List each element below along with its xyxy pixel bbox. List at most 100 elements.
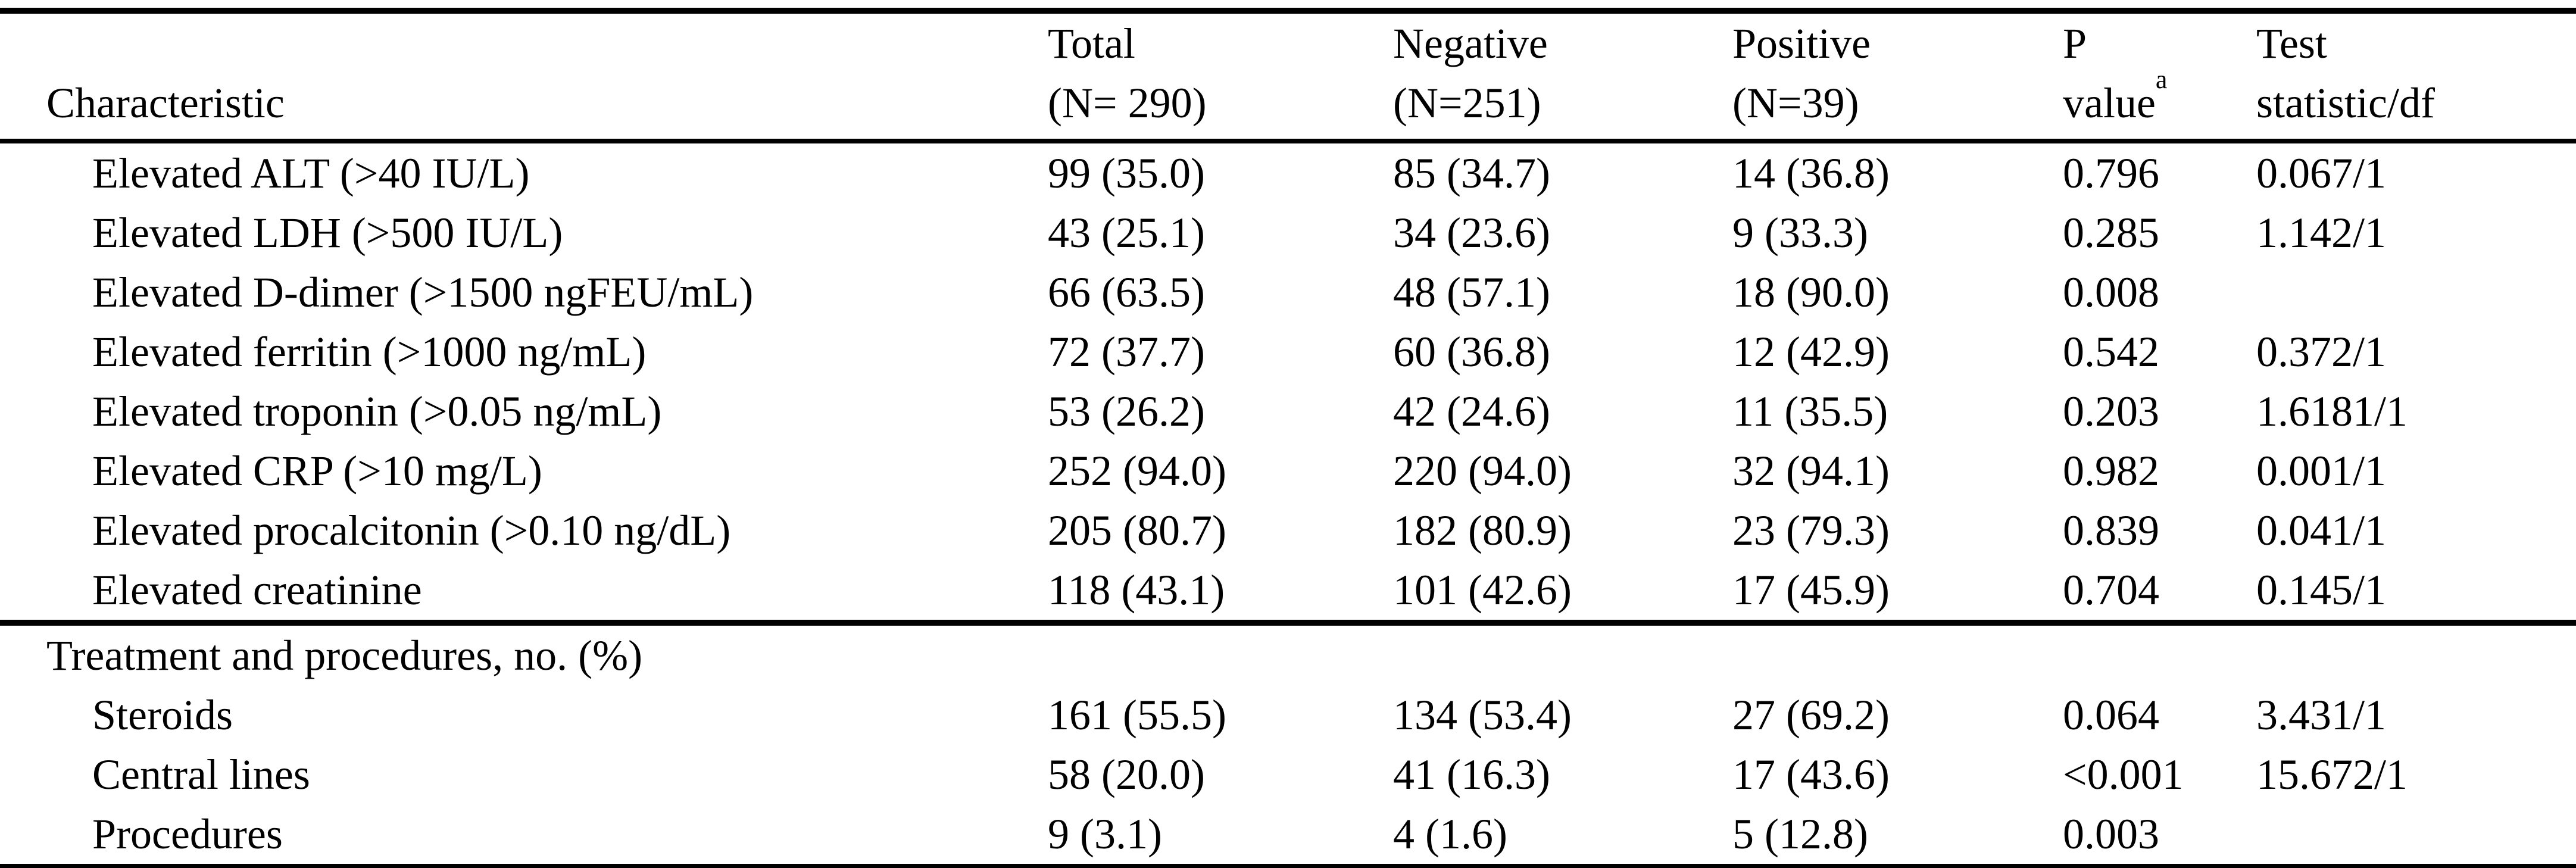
row-label: Elevated ferritin (>1000 ng/mL) bbox=[92, 327, 647, 376]
value-positive: 18 (90.0) bbox=[1732, 268, 1890, 316]
table-row: Central lines 58 (20.0) 41 (16.3) 17 (43.6)… bbox=[0, 745, 2576, 804]
value-positive: 14 (36.8) bbox=[1732, 149, 1890, 197]
table-row: Elevated CRP (>10 mg/L) 252 (94.0) 220 (94… bbox=[0, 441, 2576, 501]
value-p: 0.064 bbox=[2063, 691, 2159, 739]
table-header: Characteristic Total (N= 290) Negative (… bbox=[0, 11, 2576, 143]
value-test: 15.672/1 bbox=[2256, 750, 2408, 798]
header-text: value bbox=[2063, 79, 2156, 127]
header-line: Negative bbox=[1393, 20, 1548, 67]
header-line: statistic/df bbox=[2256, 79, 2435, 127]
table-row: Elevated LDH (>500 IU/L) 43 (25.1) 34 (23.… bbox=[0, 203, 2576, 263]
value-total: 66 (63.5) bbox=[1048, 268, 1205, 316]
value-test: 0.372/1 bbox=[2256, 327, 2387, 376]
value-negative: 101 (42.6) bbox=[1393, 566, 1572, 614]
value-total: 161 (55.5) bbox=[1048, 691, 1226, 739]
value-test: 0.001/1 bbox=[2256, 447, 2387, 495]
value-total: 9 (3.1) bbox=[1048, 810, 1162, 858]
value-p: 0.008 bbox=[2063, 268, 2159, 316]
table-row: Elevated ferritin (>1000 ng/mL) 72 (37.7)… bbox=[0, 322, 2576, 382]
table-row: Procedures 9 (3.1) 4 (1.6) 5 (12.8) 0.003 bbox=[0, 804, 2576, 868]
value-negative: 85 (34.7) bbox=[1393, 149, 1550, 197]
table-row: Elevated creatinine 118 (43.1) 101 (42.6) 1… bbox=[0, 560, 2576, 623]
row-label: Steroids bbox=[92, 691, 233, 739]
value-p: 0.839 bbox=[2063, 506, 2159, 554]
table-row: Steroids 161 (55.5) 134 (53.4) 27 (69.2) 0.0… bbox=[0, 685, 2576, 745]
value-positive: 32 (94.1) bbox=[1732, 447, 1890, 495]
header-line: Test bbox=[2256, 20, 2327, 67]
value-p: 0.542 bbox=[2063, 327, 2159, 376]
value-test: 0.041/1 bbox=[2256, 506, 2387, 554]
value-positive: 27 (69.2) bbox=[1732, 691, 1890, 739]
value-negative: 182 (80.9) bbox=[1393, 506, 1572, 554]
value-negative: 220 (94.0) bbox=[1393, 447, 1572, 495]
value-total: 53 (26.2) bbox=[1048, 387, 1205, 435]
value-positive: 17 (45.9) bbox=[1732, 566, 1890, 614]
header-line: valuea bbox=[2063, 66, 2256, 133]
row-label: Central lines bbox=[92, 750, 310, 798]
value-p: 0.203 bbox=[2063, 387, 2159, 435]
value-total: 43 (25.1) bbox=[1048, 208, 1205, 257]
header-line: (N=251) bbox=[1393, 79, 1541, 127]
header-line: (N=39) bbox=[1732, 79, 1859, 127]
value-test: 0.067/1 bbox=[2256, 149, 2387, 197]
value-negative: 48 (57.1) bbox=[1393, 268, 1550, 316]
value-p: 0.704 bbox=[2063, 566, 2159, 614]
value-total: 58 (20.0) bbox=[1048, 750, 1205, 798]
row-label: Elevated troponin (>0.05 ng/mL) bbox=[92, 387, 662, 435]
column-header-p-value: P valuea bbox=[2063, 11, 2256, 143]
value-test: 1.142/1 bbox=[2256, 208, 2387, 257]
table-row: Elevated ALT (>40 IU/L) 99 (35.0) 85 (34.7… bbox=[0, 141, 2576, 203]
row-label: Elevated CRP (>10 mg/L) bbox=[92, 447, 542, 495]
table-row: Elevated procalcitonin (>0.10 ng/dL) 205 … bbox=[0, 501, 2576, 560]
value-negative: 134 (53.4) bbox=[1393, 691, 1572, 739]
column-header-negative: Negative (N=251) bbox=[1393, 11, 1732, 143]
value-positive: 5 (12.8) bbox=[1732, 810, 1868, 858]
section-row: Treatment and procedures, no. (%) bbox=[0, 620, 2576, 685]
header-line: P bbox=[2063, 20, 2087, 67]
value-negative: 4 (1.6) bbox=[1393, 810, 1507, 858]
value-negative: 42 (24.6) bbox=[1393, 387, 1550, 435]
footnote-marker-a: a bbox=[2155, 64, 2168, 94]
row-label: Elevated ALT (>40 IU/L) bbox=[92, 149, 530, 197]
section-label: Treatment and procedures, no. (%) bbox=[0, 620, 2576, 685]
value-positive: 23 (79.3) bbox=[1732, 506, 1890, 554]
row-label: Elevated D-dimer (>1500 ngFEU/mL) bbox=[92, 268, 754, 316]
header-line: Positive bbox=[1732, 20, 1871, 67]
header-line: Total bbox=[1048, 20, 1135, 67]
value-test: 0.145/1 bbox=[2256, 566, 2387, 614]
value-total: 118 (43.1) bbox=[1048, 566, 1225, 614]
value-test bbox=[2256, 804, 2576, 868]
value-total: 252 (94.0) bbox=[1048, 447, 1226, 495]
value-p: 0.796 bbox=[2063, 149, 2159, 197]
value-p: 0.285 bbox=[2063, 208, 2159, 257]
table-row: Elevated D-dimer (>1500 ngFEU/mL) 66 (63.… bbox=[0, 263, 2576, 322]
value-total: 99 (35.0) bbox=[1048, 149, 1205, 197]
value-positive: 9 (33.3) bbox=[1732, 208, 1868, 257]
row-label: Elevated LDH (>500 IU/L) bbox=[92, 208, 563, 257]
value-p: <0.001 bbox=[2063, 750, 2184, 798]
lab-characteristics-table: Characteristic Total (N= 290) Negative (… bbox=[0, 8, 2576, 868]
value-negative: 34 (23.6) bbox=[1393, 208, 1550, 257]
value-test bbox=[2256, 263, 2576, 322]
value-test: 3.431/1 bbox=[2256, 691, 2387, 739]
column-header-characteristic: Characteristic bbox=[0, 11, 1048, 143]
value-p: 0.982 bbox=[2063, 447, 2159, 495]
value-negative: 41 (16.3) bbox=[1393, 750, 1550, 798]
value-total: 205 (80.7) bbox=[1048, 506, 1226, 554]
header-row: Characteristic Total (N= 290) Negative (… bbox=[0, 11, 2576, 143]
row-label: Elevated creatinine bbox=[92, 566, 422, 614]
value-total: 72 (37.7) bbox=[1048, 327, 1205, 376]
column-header-total: Total (N= 290) bbox=[1048, 11, 1393, 143]
header-line: Characteristic bbox=[46, 79, 285, 127]
row-label: Elevated procalcitonin (>0.10 ng/dL) bbox=[92, 506, 731, 554]
row-label: Procedures bbox=[92, 810, 283, 858]
table-body: Elevated ALT (>40 IU/L) 99 (35.0) 85 (34.7… bbox=[0, 141, 2576, 868]
value-positive: 12 (42.9) bbox=[1732, 327, 1890, 376]
value-p: 0.003 bbox=[2063, 810, 2159, 858]
header-line: (N= 290) bbox=[1048, 79, 1207, 127]
column-header-test-statistic: Test statistic/df bbox=[2256, 11, 2576, 143]
value-positive: 17 (43.6) bbox=[1732, 750, 1890, 798]
value-positive: 11 (35.5) bbox=[1732, 387, 1888, 435]
value-negative: 60 (36.8) bbox=[1393, 327, 1550, 376]
